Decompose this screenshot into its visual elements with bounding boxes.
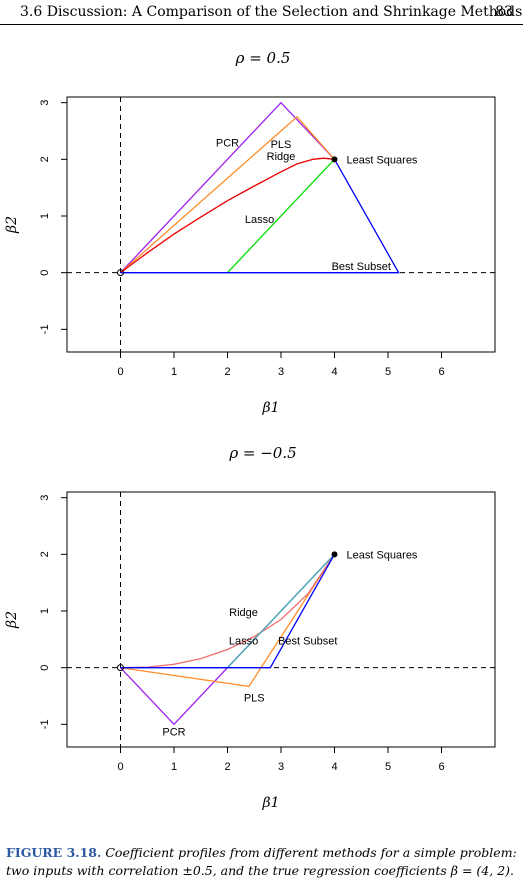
- series-line-lasso: [227, 158, 335, 274]
- y-axis-label: β2: [4, 216, 20, 234]
- least-squares-point: [331, 156, 338, 163]
- annotation-ridge: Ridge: [229, 607, 258, 619]
- chart-rho-negative: ρ = −0.5 0 1 2 3 4 5 6 -1 0 1 2 3 β1 β2 Least Squares Ri…: [4, 444, 496, 811]
- y-tick-label: 2: [39, 551, 51, 557]
- chart-title: ρ = −0.5: [228, 444, 296, 462]
- y-tick-label: -1: [39, 719, 51, 729]
- least-squares-point: [331, 551, 338, 558]
- x-tick-label: 4: [331, 366, 337, 378]
- header-rule: [0, 24, 523, 25]
- y-tick-label: -1: [39, 324, 51, 334]
- x-tick-label: 6: [438, 761, 444, 773]
- x-tick-label: 3: [278, 761, 284, 773]
- x-tick-label: 2: [224, 366, 230, 378]
- caption-text: Coefficient profiles from different meth…: [6, 845, 517, 878]
- y-tick-label: 3: [39, 495, 51, 501]
- y-tick-label: 1: [39, 608, 51, 614]
- chart-title: ρ = 0.5: [235, 49, 291, 67]
- y-tick-label: 2: [39, 156, 51, 162]
- x-tick-label: 6: [438, 366, 444, 378]
- annotation-pcr: PCR: [162, 727, 185, 739]
- page-number: 83: [495, 4, 513, 20]
- origin-marker: [117, 269, 124, 277]
- x-tick-label: 0: [117, 761, 123, 773]
- y-tick-label: 3: [39, 100, 51, 106]
- x-tick-label: 3: [278, 366, 284, 378]
- annotation-pls: PLS: [244, 693, 265, 705]
- series-line-pcr: [120, 101, 335, 274]
- x-tick-label: 5: [385, 366, 391, 378]
- x-tick-label: 5: [385, 761, 391, 773]
- annotation-least-squares: Least Squares: [347, 549, 418, 561]
- annotation-ridge: Ridge: [267, 151, 296, 163]
- figure-caption: FIGURE 3.18. Coefficient profiles from d…: [6, 844, 518, 880]
- series-line-pls: [120, 115, 335, 274]
- x-tick-label: 2: [224, 761, 230, 773]
- annotation-least-squares: Least Squares: [347, 154, 418, 166]
- annotation-lasso: Lasso: [229, 635, 258, 647]
- annotation-best-subset: Best Subset: [332, 261, 391, 273]
- origin-marker: [117, 664, 124, 672]
- x-tick-label: 0: [117, 366, 123, 378]
- series-line-best-subset: [120, 158, 400, 274]
- y-tick-label: 1: [39, 213, 51, 219]
- x-tick-label: 1: [171, 761, 177, 773]
- x-axis-label: β1: [261, 400, 279, 416]
- x-tick-label: 1: [171, 366, 177, 378]
- x-axis-label: β1: [261, 795, 279, 811]
- series-line-pls: [120, 553, 336, 688]
- series-line-best-subset: [120, 553, 336, 669]
- series-line-ridge: [120, 157, 335, 274]
- caption-label: FIGURE 3.18.: [6, 845, 102, 860]
- section-title: 3.6 Discussion: A Comparison of the Sele…: [20, 4, 523, 20]
- y-axis-label: β2: [4, 611, 20, 629]
- plot-frame: [66, 96, 496, 353]
- series-line-ridge: [120, 553, 336, 669]
- page-header: 3.6 Discussion: A Comparison of the Sele…: [0, 0, 523, 25]
- annotation-best-subset: Best Subset: [278, 635, 337, 647]
- annotation-pcr: PCR: [216, 137, 239, 149]
- chart-rho-positive: ρ = 0.5 0 1 2 3 4 5 6 -1 0 1 2 3 β1 β2 Least Squares PCR…: [4, 49, 496, 416]
- y-tick-label: 0: [39, 665, 51, 671]
- y-tick-label: 0: [39, 270, 51, 276]
- annotation-lasso: Lasso: [245, 214, 274, 226]
- annotation-pls: PLS: [271, 139, 292, 151]
- x-tick-label: 4: [331, 761, 337, 773]
